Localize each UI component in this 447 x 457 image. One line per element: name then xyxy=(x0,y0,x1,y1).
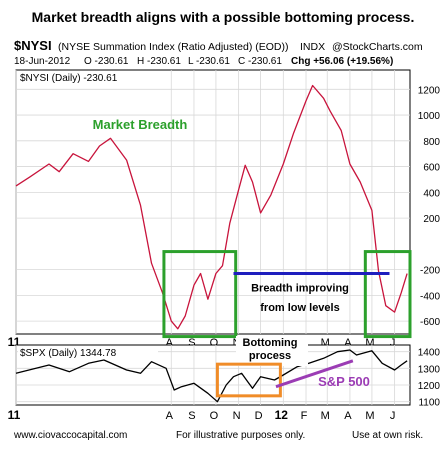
footer-center: For illustrative purposes only. xyxy=(176,430,305,441)
quote-high: H -230.61 xyxy=(137,56,181,67)
spx-xtick-label: 11 xyxy=(8,408,21,422)
spx-panel: 11 A S O N D 12 F M A M J 1400 1300 1200 1100 $SPX (Dail… xyxy=(8,344,441,422)
chart-title: Market breadth aligns with a possible bo… xyxy=(32,9,415,25)
symbol-desc: (NYSE Summation Index (Ratio Adjusted) (… xyxy=(58,41,289,53)
spx-xtick-label: D xyxy=(255,410,263,422)
source-mark: @StockCharts.com xyxy=(332,41,423,53)
nysi-frame xyxy=(15,69,411,335)
nysi-ytick-label: -600 xyxy=(420,317,440,328)
nysi-ytick-label: 200 xyxy=(423,214,440,225)
nysi-ytick-label: 400 xyxy=(423,188,440,199)
spx-label-bg xyxy=(18,347,158,359)
nysi-panel: 11ASOND12FMAMJ12001000800600400200-200-4… xyxy=(8,69,441,349)
quote-close: C -230.61 xyxy=(238,56,282,67)
nysi-label-bg xyxy=(18,72,158,84)
nysi-ytick-label: 1200 xyxy=(418,85,441,96)
market-breadth-label: Market Breadth xyxy=(93,117,188,132)
breadth-text-2: from low levels xyxy=(260,302,339,314)
spx-xtick-label: A xyxy=(166,410,174,422)
footer-left: www.ciovaccocapital.com xyxy=(13,430,127,441)
quote-date: 18-Jun-2012 xyxy=(14,56,71,67)
symbol: $NYSI xyxy=(14,38,52,53)
nysi-xtick-label: J xyxy=(390,337,396,349)
spx-xtick-label: 12 xyxy=(275,408,289,422)
quote-low: L -230.61 xyxy=(188,56,230,67)
nysi-xtick-label: M xyxy=(321,337,330,349)
nysi-xtick-label: A xyxy=(166,337,174,349)
breadth-text-1: Breadth improving xyxy=(251,283,349,295)
spx-xtick-label: F xyxy=(301,410,308,422)
quote-change: Chg +56.06 (+19.56%) xyxy=(291,56,393,67)
nysi-ytick-label: -400 xyxy=(420,291,440,302)
nysi-ytick-label: 1000 xyxy=(418,111,441,122)
spx-xtick-label: M xyxy=(365,410,374,422)
nysi-xtick-label: A xyxy=(344,337,352,349)
spx-ytick-label: 1200 xyxy=(418,381,441,392)
spx-ytick-label: 1100 xyxy=(418,398,440,409)
spx-ytick-label: 1400 xyxy=(418,348,441,359)
exchange: INDX xyxy=(300,41,325,53)
nysi-series-line xyxy=(15,84,408,330)
nysi-xtick-label: O xyxy=(210,337,219,349)
spx-series-line xyxy=(15,349,408,403)
spx-xtick-label: N xyxy=(233,410,241,422)
sp500-label: S&P 500 xyxy=(318,374,370,389)
orange-box xyxy=(215,362,282,398)
nysi-ytick-label: 800 xyxy=(423,137,440,148)
sp500-trend-line xyxy=(275,359,354,389)
spx-xtick-label: O xyxy=(210,410,219,422)
nysi-ytick-label: 600 xyxy=(423,163,440,174)
nysi-series-label: $NYSI (Daily) -230.61 xyxy=(20,73,118,84)
bottoming-text-1: Bottoming xyxy=(243,337,298,349)
footer-right: Use at own risk. xyxy=(352,430,423,441)
nysi-ytick-label: -200 xyxy=(420,266,440,277)
spx-xtick-label: M xyxy=(321,410,330,422)
spx-series-label: $SPX (Daily) 1344.78 xyxy=(20,348,117,359)
bottoming-text-2: process xyxy=(249,350,291,362)
nysi-xtick-label: M xyxy=(365,337,374,349)
spx-ytick-label: 1300 xyxy=(418,364,441,375)
green-box-2011 xyxy=(162,250,238,339)
bottoming-bg xyxy=(236,336,308,366)
nysi-xtick-label: S xyxy=(188,337,195,349)
annotations: Market Breadth Breadth improving from low … xyxy=(93,117,412,398)
spx-xtick-label: A xyxy=(344,410,352,422)
green-box-2012 xyxy=(363,250,412,339)
spx-xtick-label: S xyxy=(188,410,195,422)
spx-xtick-label: J xyxy=(390,410,396,422)
quote-open: O -230.61 xyxy=(84,56,129,67)
